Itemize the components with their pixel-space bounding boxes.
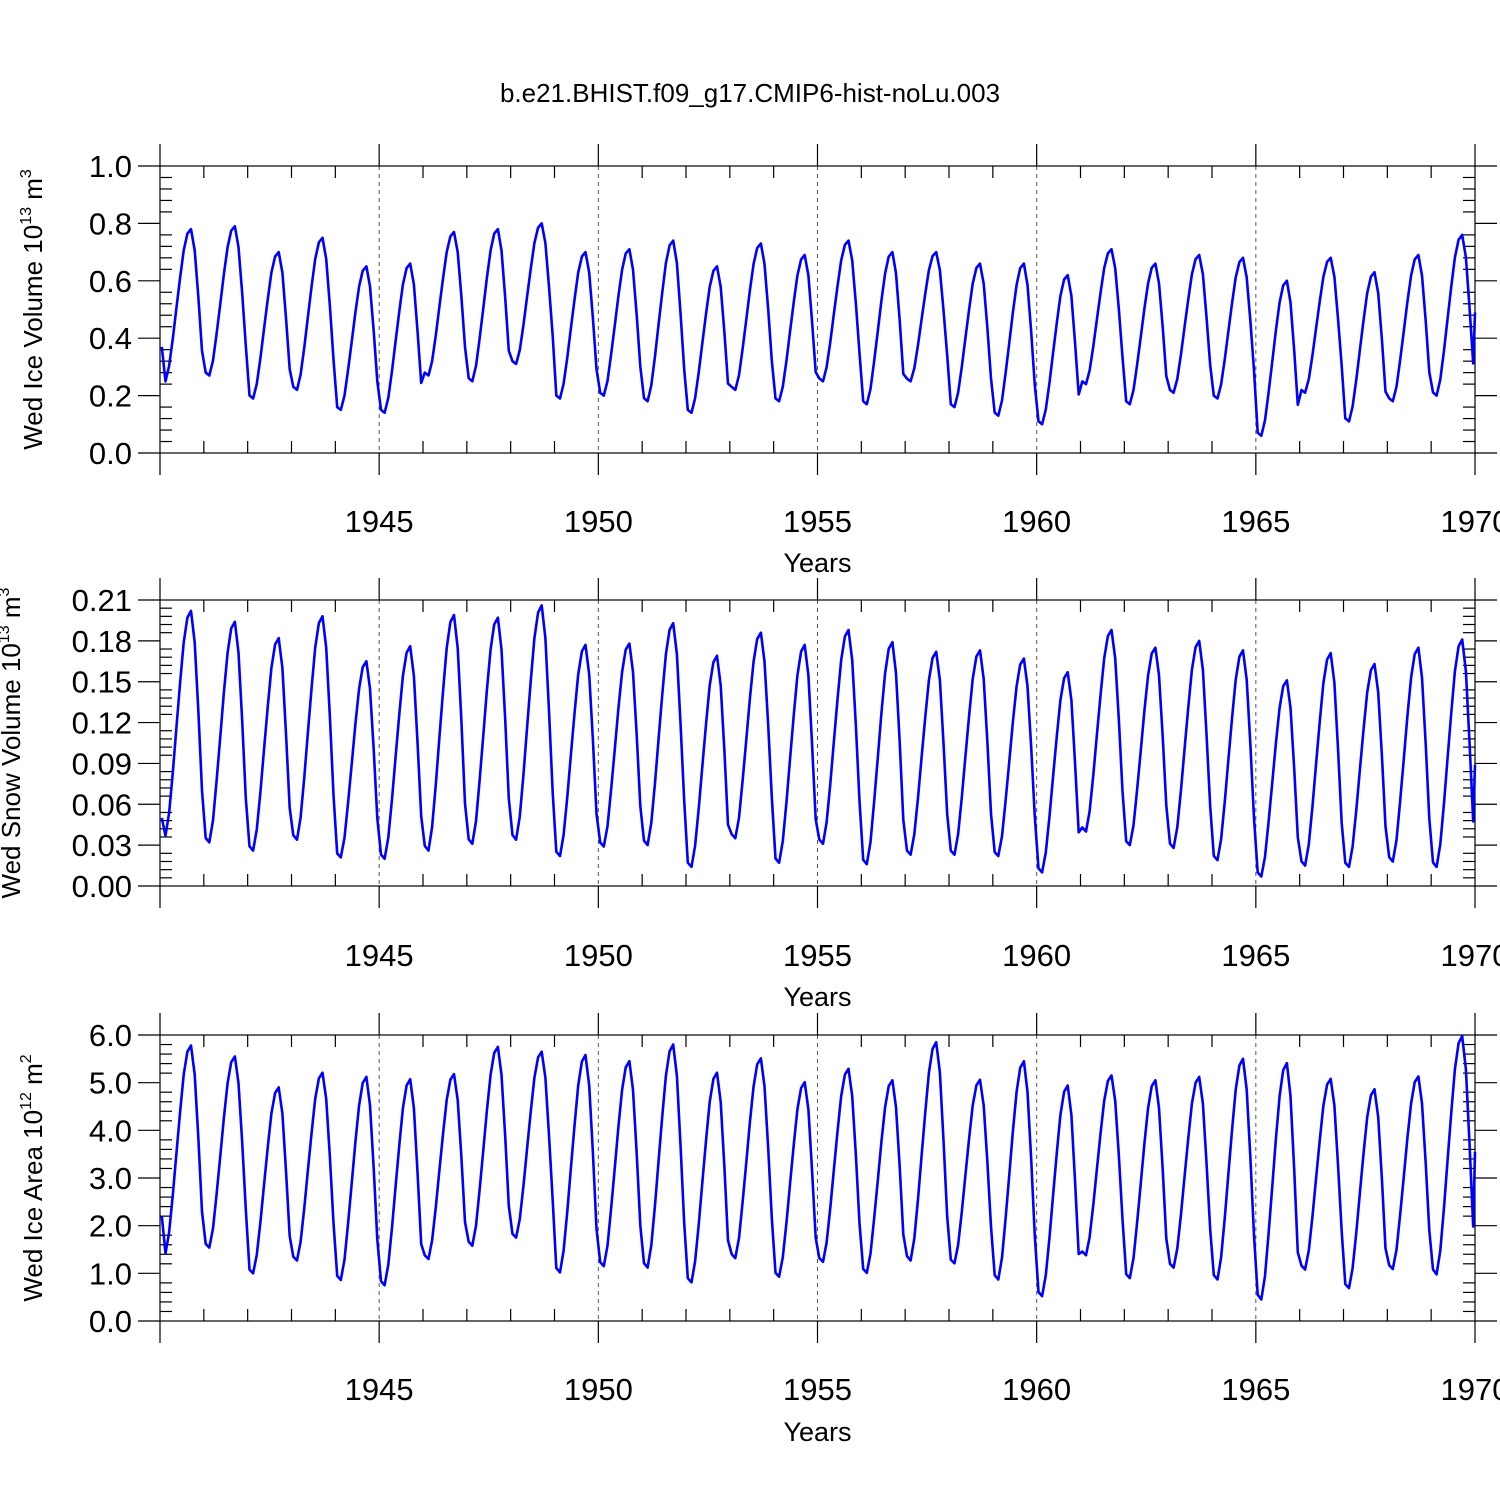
y-tick-label: 0.8 (89, 206, 132, 241)
x-tick-label: 1960 (1002, 504, 1071, 539)
x-tick-label: 1965 (1221, 938, 1290, 973)
x-tick-label: 1955 (783, 1372, 852, 1407)
panels: 0.0 0.2 0.4 0.6 0.8 1.0 1945 1950 1955 1960 1965 19… (0, 144, 1500, 1447)
x-axis-label: Years (783, 982, 851, 1012)
series-line-snow-volume (160, 604, 1477, 878)
y-axis-label: Wed Ice Area 1012 m2 (18, 1054, 48, 1301)
y-tick-label: 1.0 (89, 1256, 132, 1291)
series-line-ice-area (160, 1034, 1477, 1301)
x-axis-label: Years (783, 548, 851, 578)
figure-title: b.e21.BHIST.f09_g17.CMIP6-hist-noLu.003 (500, 78, 1000, 108)
y-tick-label: 0.09 (72, 746, 132, 781)
x-tick-label: 1965 (1221, 504, 1290, 539)
series-line-ice-volume (160, 222, 1477, 438)
y-tick-label: 0.0 (89, 436, 132, 471)
y-tick-label: 3.0 (89, 1161, 132, 1196)
y-tick-label: 5.0 (89, 1066, 132, 1101)
x-tick-label: 1960 (1002, 938, 1071, 973)
x-tick-label: 1955 (783, 938, 852, 973)
x-tick-label: 1950 (564, 504, 633, 539)
y-tick-label: 0.12 (72, 706, 132, 741)
x-tick-label: 1945 (345, 504, 414, 539)
y-tick-label: 0.03 (72, 828, 132, 863)
y-tick-label: 2.0 (89, 1209, 132, 1244)
x-tick-label: 1970 (1441, 504, 1500, 539)
x-tick-label: 1950 (564, 938, 633, 973)
y-tick-label: 0.4 (89, 321, 132, 356)
panel-ice-area: 0.0 1.0 2.0 3.0 4.0 5.0 6.0 1945 1950 1955 1960 196… (18, 1013, 1500, 1447)
x-axis-label: Years (783, 1417, 851, 1447)
x-tick-label: 1945 (345, 938, 414, 973)
y-axis-label: Wed Snow Volume 1013 m3 (0, 587, 26, 898)
y-tick-label: 0.0 (89, 1304, 132, 1339)
y-tick-label: 0.6 (89, 264, 132, 299)
y-tick-label: 0.21 (72, 583, 132, 618)
y-tick-label: 0.15 (72, 665, 132, 700)
y-tick-label: 6.0 (89, 1018, 132, 1053)
x-tick-label: 1965 (1221, 1372, 1290, 1407)
y-tick-label: 0.00 (72, 869, 132, 904)
y-tick-label: 0.06 (72, 787, 132, 822)
x-tick-label: 1955 (783, 504, 852, 539)
x-tick-label: 1970 (1441, 938, 1500, 973)
x-tick-label: 1960 (1002, 1372, 1071, 1407)
panel-snow-volume: 0.00 0.03 0.06 0.09 0.12 0.15 0.18 0.21 1945 1950… (0, 578, 1500, 1012)
y-tick-label: 1.0 (89, 149, 132, 184)
y-axis-label: Wed Ice Volume 1013 m3 (18, 169, 48, 450)
panel-ice-volume: 0.0 0.2 0.4 0.6 0.8 1.0 1945 1950 1955 1960 1965 19… (18, 144, 1500, 578)
y-tick-label: 0.18 (72, 624, 132, 659)
y-tick-label: 4.0 (89, 1113, 132, 1148)
x-tick-label: 1970 (1441, 1372, 1500, 1407)
y-tick-label: 0.2 (89, 379, 132, 414)
x-tick-label: 1950 (564, 1372, 633, 1407)
x-tick-label: 1945 (345, 1372, 414, 1407)
